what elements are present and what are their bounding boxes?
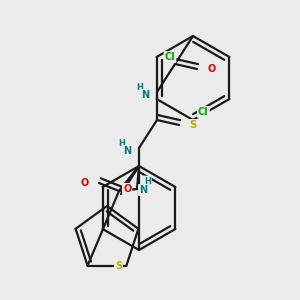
Text: N: N <box>123 146 131 156</box>
Text: O: O <box>123 184 131 194</box>
Text: H: H <box>118 139 125 148</box>
Text: S: S <box>115 261 122 271</box>
Text: O: O <box>81 178 89 188</box>
Text: Cl: Cl <box>198 107 209 117</box>
Text: S: S <box>189 120 196 130</box>
Text: O: O <box>207 64 215 74</box>
Text: Cl: Cl <box>165 52 176 62</box>
Text: N: N <box>141 90 149 100</box>
Text: H: H <box>136 82 143 91</box>
Text: H: H <box>144 176 151 185</box>
Text: N: N <box>139 185 147 195</box>
